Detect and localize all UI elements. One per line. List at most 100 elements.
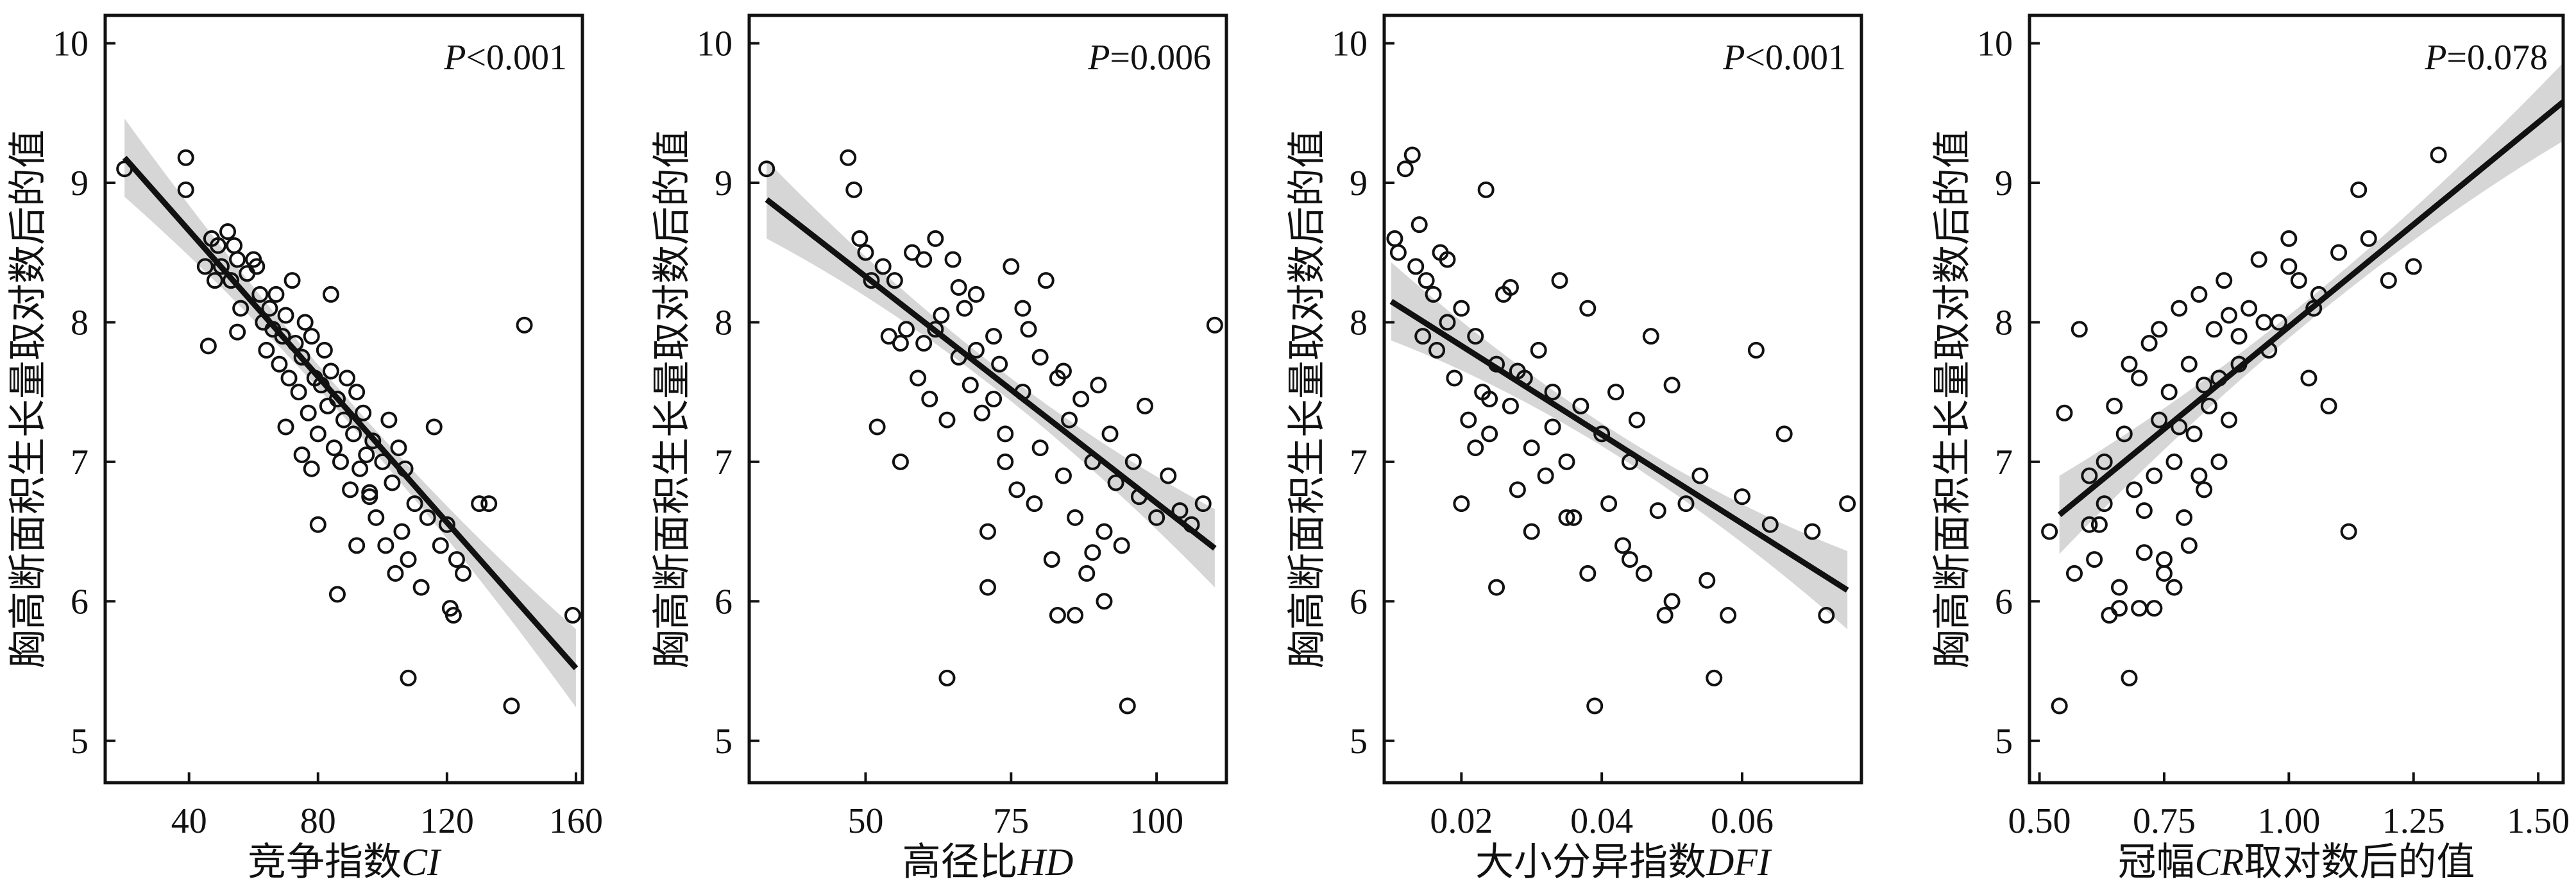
data-point	[1453, 495, 1470, 513]
data-point	[271, 355, 288, 373]
data-point	[2360, 230, 2377, 247]
x-tick-label: 0.04	[1570, 801, 1633, 841]
data-point	[2110, 600, 2128, 617]
y-tick-label: 5	[1350, 722, 1368, 761]
y-tick-label: 6	[1995, 582, 2013, 622]
data-point	[938, 669, 956, 686]
data-point	[1008, 481, 1026, 498]
data-point	[2380, 272, 2397, 289]
data-point	[1026, 495, 1043, 513]
data-point	[1049, 607, 1066, 624]
data-point	[1003, 258, 1020, 275]
x-tick-label: 0.06	[1711, 801, 1774, 841]
data-point	[1481, 425, 1498, 443]
data-point	[1386, 230, 1403, 247]
data-point	[1453, 300, 1470, 317]
x-axis-title: 大小分异指数DFI	[1475, 840, 1772, 885]
data-point	[2101, 607, 2118, 624]
y-tick-label: 10	[53, 24, 89, 64]
data-point	[1020, 321, 1037, 338]
data-point	[1691, 467, 1709, 484]
data-point	[1194, 495, 1212, 513]
data-point	[2065, 565, 2083, 582]
y-tick-label: 7	[71, 443, 89, 482]
data-point	[177, 181, 194, 198]
data-point	[1804, 523, 1821, 540]
data-point	[1055, 362, 1072, 380]
x-tick-label: 0.50	[2008, 801, 2071, 841]
data-point	[2190, 467, 2208, 484]
data-point	[1734, 488, 1750, 506]
data-point	[962, 377, 979, 394]
data-point	[979, 579, 996, 596]
data-point	[564, 607, 581, 624]
data-point	[445, 607, 462, 624]
data-point	[209, 237, 226, 254]
p-value-label: P=0.006	[1087, 38, 1211, 78]
data-point	[2430, 146, 2447, 164]
data-point	[1481, 391, 1498, 407]
x-tick-label: 0.02	[1430, 801, 1493, 841]
data-point	[2280, 258, 2298, 275]
data-point	[2155, 551, 2173, 568]
data-point	[2205, 321, 2223, 338]
data-point	[406, 495, 423, 513]
data-point	[1460, 411, 1477, 429]
data-point	[1414, 328, 1432, 345]
data-point	[1031, 439, 1049, 457]
y-tick-label: 10	[1977, 24, 2013, 64]
data-point	[419, 509, 436, 526]
data-point	[2041, 523, 2058, 540]
data-point	[1084, 544, 1101, 561]
data-point	[2165, 453, 2183, 470]
data-point	[1148, 509, 1165, 526]
data-point	[1628, 411, 1645, 429]
data-point	[196, 258, 214, 275]
data-point	[261, 300, 278, 317]
data-point	[248, 258, 266, 275]
data-point	[1649, 502, 1666, 519]
data-point	[979, 523, 996, 540]
data-point	[944, 251, 962, 268]
data-point	[480, 495, 498, 513]
data-point	[1761, 516, 1779, 533]
data-point	[1067, 607, 1084, 624]
data-point	[1439, 314, 1456, 331]
data-point	[897, 321, 915, 338]
y-tick-label: 7	[715, 443, 733, 482]
data-point	[1677, 495, 1695, 513]
data-point	[927, 230, 944, 247]
data-point	[1530, 341, 1547, 359]
data-point	[2200, 397, 2217, 414]
data-point	[1389, 244, 1407, 261]
panel-1: 5 6 7 8 9 10 40 80 120 160 P<0.001 竞争指数CI 胸高断面积生长量取对…	[6, 13, 603, 885]
data-point	[1061, 411, 1078, 429]
data-point	[857, 244, 874, 261]
data-point	[1502, 279, 1519, 296]
data-point	[1558, 453, 1575, 470]
data-point	[938, 411, 956, 429]
data-point	[892, 335, 909, 352]
data-point	[2180, 355, 2198, 373]
data-point	[1839, 495, 1856, 513]
data-point	[1593, 425, 1611, 443]
data-point	[348, 537, 366, 554]
data-point	[845, 181, 863, 198]
data-point	[328, 391, 346, 407]
data-point	[2221, 307, 2238, 324]
data-point	[1078, 565, 1096, 582]
data-point	[915, 335, 933, 352]
data-point	[2155, 565, 2173, 582]
data-point	[950, 279, 967, 296]
data-point	[880, 328, 897, 345]
x-tick-label: 120	[420, 801, 474, 841]
data-point	[2135, 502, 2153, 519]
data-point	[2131, 370, 2148, 387]
data-point	[2146, 600, 2163, 617]
data-point	[1014, 300, 1031, 317]
data-point	[1119, 697, 1136, 715]
data-point	[840, 149, 857, 166]
data-point	[325, 439, 343, 457]
data-point	[1642, 328, 1659, 345]
